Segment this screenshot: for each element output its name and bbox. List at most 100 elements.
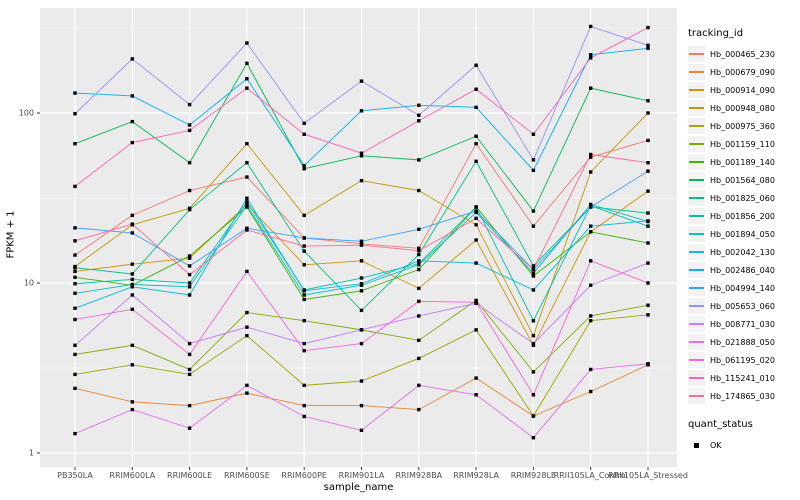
legend-item: Hb_001564_080 <box>688 171 800 189</box>
legend-line-swatch <box>689 161 704 163</box>
data-point-Hb_021888_050 <box>187 426 192 430</box>
data-point-Hb_005653_060 <box>73 112 77 116</box>
data-point-Hb_001894_050 <box>187 285 192 289</box>
data-point-Hb_000679_090 <box>474 376 478 380</box>
data-point-Hb_008771_030 <box>73 343 77 348</box>
data-point-Hb_004994_140 <box>73 226 77 230</box>
data-point-Hb_002042_130 <box>187 293 192 297</box>
data-point-Hb_001825_060 <box>531 264 536 268</box>
quant-legend-items: OK <box>688 436 800 454</box>
data-point-Hb_001189_140 <box>417 267 421 272</box>
data-point-Hb_000914_090 <box>417 286 421 291</box>
data-point-Hb_061195_020 <box>474 300 478 304</box>
data-point-Hb_002486_040 <box>73 91 77 95</box>
legend-item: Hb_001894_050 <box>688 225 800 243</box>
legend-line-swatch <box>689 197 704 199</box>
data-point-Hb_001856_200 <box>245 200 249 204</box>
data-point-Hb_004994_140 <box>187 264 192 268</box>
data-point-Hb_000914_090 <box>646 189 650 193</box>
legend-line-swatch <box>689 269 704 271</box>
data-point-Hb_061195_020 <box>417 299 421 304</box>
data-point-Hb_004994_140 <box>359 239 364 243</box>
data-point-Hb_001159_110 <box>417 338 421 343</box>
data-point-Hb_000679_090 <box>73 386 77 391</box>
data-point-Hb_000975_360 <box>302 383 306 388</box>
data-point-Hb_000465_230 <box>245 175 249 179</box>
data-point-Hb_115241_010 <box>73 184 77 189</box>
data-point-Hb_001159_110 <box>474 298 478 303</box>
data-point-Hb_002042_130 <box>302 289 306 293</box>
data-point-Hb_008771_030 <box>245 325 249 329</box>
legend-line-swatch <box>689 53 704 55</box>
data-point-Hb_005653_060 <box>646 43 650 48</box>
data-point-Hb_000975_360 <box>245 333 249 338</box>
legend-label: Hb_001189_140 <box>710 157 775 167</box>
data-point-Hb_001894_050 <box>589 202 593 207</box>
x-axis-title: sample_name <box>323 482 394 493</box>
legend-item: Hb_001856_200 <box>688 207 800 225</box>
data-point-Hb_000975_360 <box>73 372 77 377</box>
data-point-Hb_115241_010 <box>474 87 478 91</box>
data-point-Hb_061195_020 <box>187 352 192 357</box>
data-point-Hb_001564_080 <box>73 141 77 146</box>
data-point-Hb_001564_080 <box>474 134 478 138</box>
data-point-Hb_000679_090 <box>359 403 364 408</box>
y-tick-label: 100 <box>18 108 34 118</box>
data-point-Hb_000679_090 <box>130 400 134 404</box>
legend-key-line-icon <box>688 388 705 404</box>
data-point-Hb_061195_020 <box>646 281 650 285</box>
data-point-Hb_001159_110 <box>646 303 650 307</box>
data-point-Hb_000948_080 <box>245 141 249 146</box>
data-point-Hb_000975_360 <box>359 379 364 383</box>
data-point-Hb_001894_050 <box>531 271 536 276</box>
data-point-Hb_001856_200 <box>531 319 536 323</box>
legend-item: Hb_000948_080 <box>688 99 800 117</box>
x-tick-label: PB350LA <box>57 471 93 480</box>
legend-line-swatch <box>689 377 704 379</box>
data-point-Hb_001894_050 <box>245 203 249 208</box>
data-point-Hb_002042_130 <box>531 288 536 292</box>
data-point-Hb_008771_030 <box>417 314 421 318</box>
data-point-Hb_002486_040 <box>359 109 364 113</box>
quant-legend-label: OK <box>710 440 722 450</box>
data-point-Hb_001189_140 <box>646 241 650 245</box>
legend-line-swatch <box>689 341 704 343</box>
data-point-Hb_001825_060 <box>646 211 650 215</box>
data-point-Hb_001159_110 <box>302 319 306 323</box>
data-point-Hb_000914_090 <box>130 262 134 266</box>
data-point-Hb_174865_030 <box>589 152 593 157</box>
legend-key-line-icon <box>688 352 705 368</box>
data-point-Hb_021888_050 <box>646 362 650 366</box>
legend-label: Hb_000948_080 <box>710 103 775 113</box>
legend-key-line-icon <box>688 298 705 314</box>
legend-label: Hb_021888_050 <box>710 337 775 347</box>
data-point-Hb_002042_130 <box>646 219 650 223</box>
y-tick-label: 10 <box>23 278 34 288</box>
quant-key-square-icon <box>688 437 705 453</box>
data-point-Hb_174865_030 <box>187 272 192 277</box>
data-point-Hb_000465_230 <box>646 138 650 143</box>
data-point-Hb_000914_090 <box>302 263 306 267</box>
data-point-Hb_000679_090 <box>187 403 192 408</box>
legend-line-swatch <box>689 179 704 181</box>
data-point-Hb_002486_040 <box>474 105 478 110</box>
data-point-Hb_001825_060 <box>417 252 421 257</box>
data-point-Hb_001564_080 <box>417 158 421 162</box>
legend-key-line-icon <box>688 208 705 224</box>
data-point-Hb_005653_060 <box>359 79 364 83</box>
legend-key-line-icon <box>688 46 705 62</box>
data-point-Hb_002486_040 <box>302 163 306 168</box>
legend-label: Hb_115241_010 <box>710 373 775 383</box>
data-point-Hb_021888_050 <box>73 431 77 436</box>
data-point-Hb_115241_010 <box>589 56 593 60</box>
legend-line-swatch <box>689 89 704 91</box>
data-point-Hb_002042_130 <box>245 196 249 200</box>
data-point-Hb_021888_050 <box>302 414 306 419</box>
legend-line-swatch <box>689 305 704 307</box>
data-point-Hb_000465_230 <box>130 213 134 218</box>
data-point-Hb_001825_060 <box>130 272 134 276</box>
data-point-Hb_008771_030 <box>130 293 134 297</box>
data-point-Hb_174865_030 <box>245 228 249 232</box>
data-point-Hb_001856_200 <box>359 276 364 280</box>
